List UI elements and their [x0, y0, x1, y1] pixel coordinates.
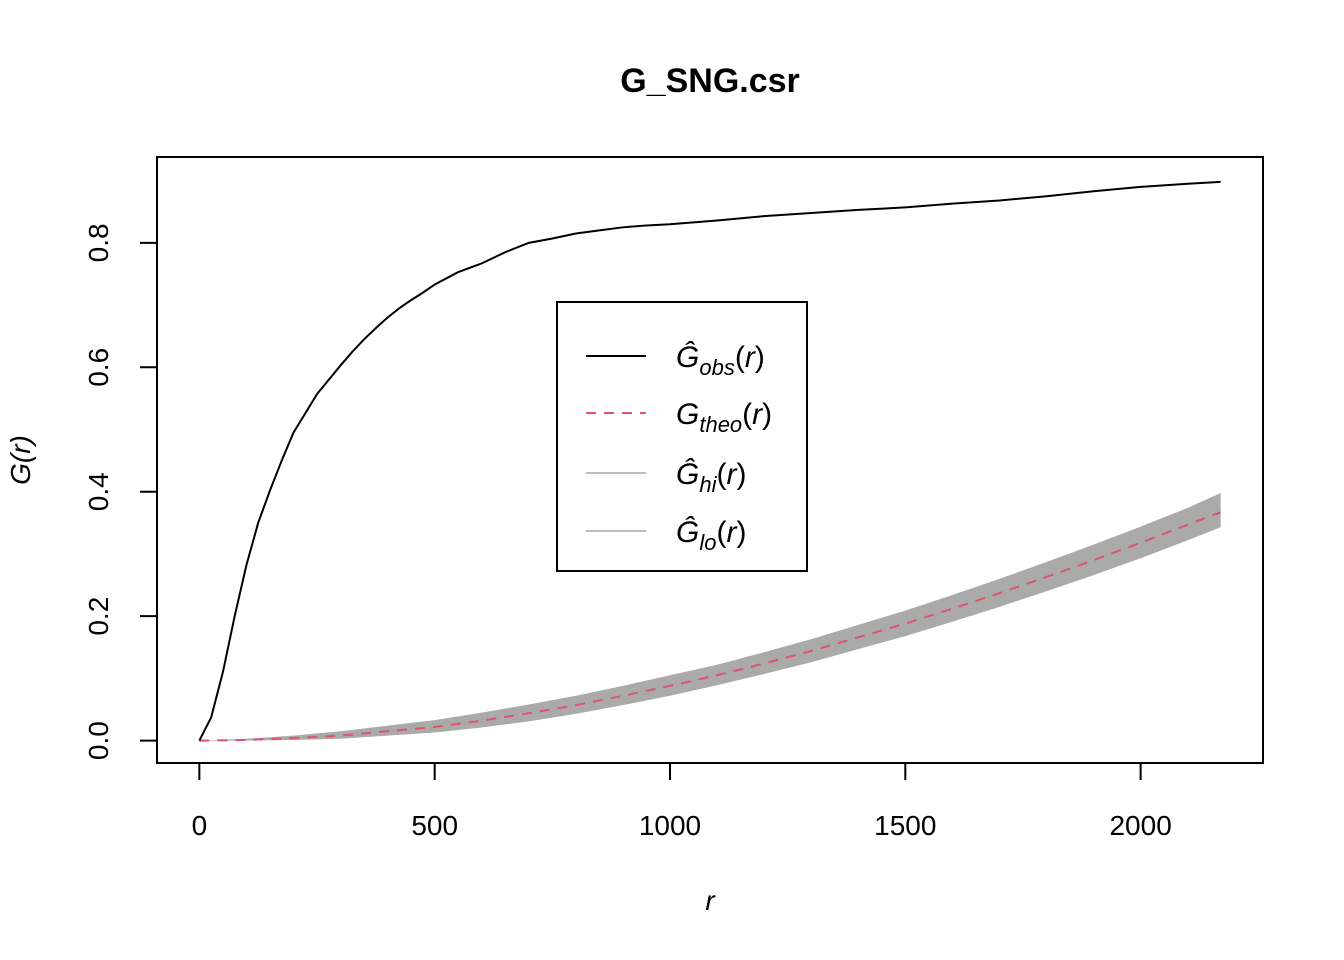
y-tick-label: 0.8: [83, 223, 114, 262]
legend: Ĝobs(r) Gtheo(r) Ĝhi(r) Ĝlo(r): [556, 301, 808, 572]
x-tick-label: 1000: [639, 810, 701, 841]
y-tick-label: 0.4: [83, 472, 114, 511]
legend-box: [556, 301, 808, 572]
y-tick-label: 0.0: [83, 721, 114, 760]
series-line-obs: [198, 180, 1221, 742]
x-axis-label: r: [705, 885, 716, 916]
legend-label-hi: Ĝhi(r): [676, 457, 746, 497]
x-tick-label: 0: [192, 810, 208, 841]
y-tick-label: 0.2: [83, 597, 114, 636]
lines-layer: [198, 180, 1221, 742]
series-line-theo: [199, 511, 1221, 742]
y-tick-label: 0.6: [83, 348, 114, 387]
x-tick-label: 500: [411, 810, 458, 841]
legend-label-lo: Ĝlo(r): [676, 515, 746, 555]
legend-label-theo: Gtheo(r): [676, 398, 772, 437]
chart-title: G_SNG.csr: [620, 62, 800, 100]
y-axis-label: G(r): [5, 435, 36, 485]
x-tick-label: 2000: [1109, 810, 1171, 841]
x-tick-label: 1500: [874, 810, 936, 841]
x-axis: 0 500 1000 1500 2000: [192, 762, 1172, 841]
legend-label-obs: Ĝobs(r): [676, 340, 765, 380]
y-axis: 0.0 0.2 0.4 0.6 0.8: [83, 223, 158, 760]
